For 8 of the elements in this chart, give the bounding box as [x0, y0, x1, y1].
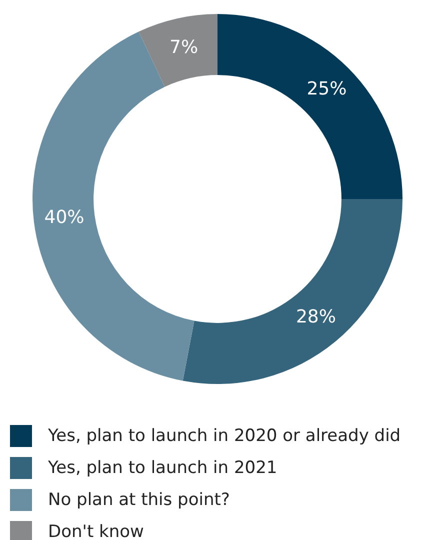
legend-label: No plan at this point? [48, 490, 230, 510]
data-label: 40% [44, 207, 84, 228]
legend-label: Yes, plan to launch in 2021 [48, 458, 278, 478]
data-label: 7% [170, 36, 198, 58]
data-label: 25% [306, 78, 347, 100]
legend-label: Yes, plan to launch in 2020 or already did [48, 426, 401, 446]
legend-label: Don't know [48, 522, 144, 540]
data-label: 28% [296, 306, 336, 328]
